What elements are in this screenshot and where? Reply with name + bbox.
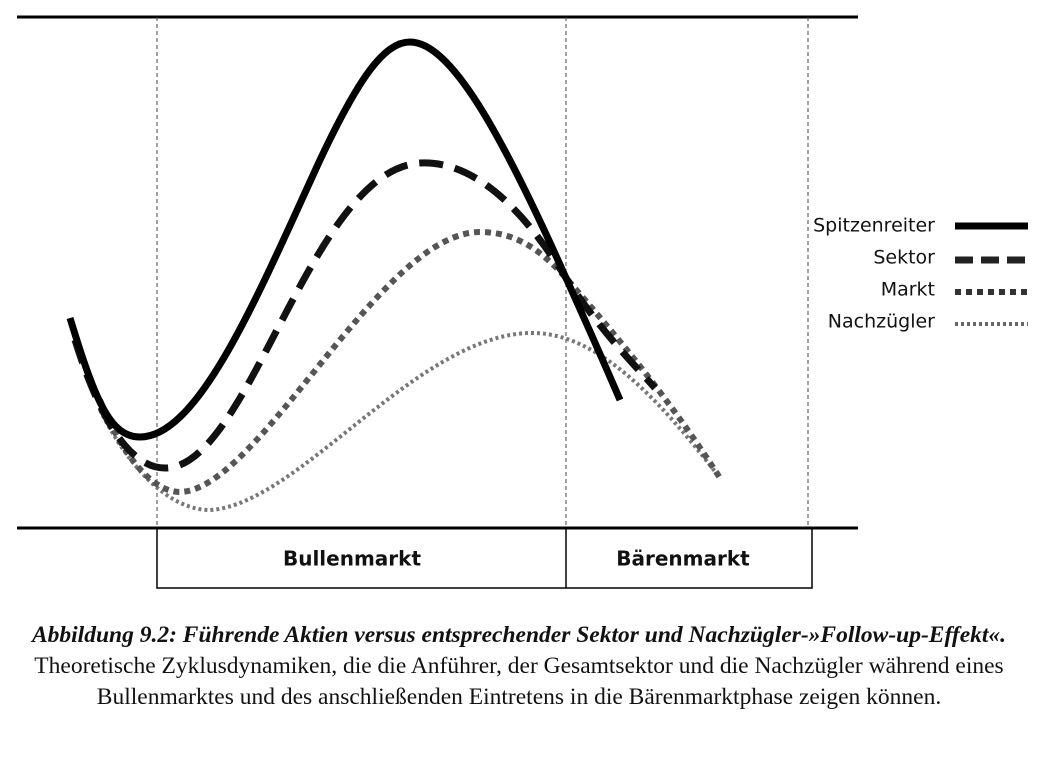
curve-markt	[97, 228, 723, 496]
figure: Bullenmarkt Bärenmarkt Spitzenreiter Sek…	[17, 15, 1028, 589]
caption-title: Abbildung 9.2: Führende Aktien versus en…	[31, 622, 1007, 648]
phase-box	[156, 527, 813, 589]
phase-label: Bullenmarkt	[283, 547, 421, 571]
phase-dividers	[156, 17, 809, 528]
legend-label: Markt	[881, 279, 935, 301]
curve-sektor	[71, 159, 658, 472]
curve-nachzuegler	[98, 330, 722, 513]
legend-label: Sektor	[873, 247, 935, 269]
legend-label: Nachzügler	[828, 311, 935, 333]
curve-spitzenreiter	[66, 38, 624, 441]
legend-label: Spitzenreiter	[813, 215, 935, 237]
caption: Abbildung 9.2: Führende Aktien versus en…	[14, 620, 1024, 713]
phase-label: Bärenmarkt	[616, 547, 750, 571]
caption-text: Theoretische Zyklusdynamiken, die die An…	[34, 653, 1004, 710]
